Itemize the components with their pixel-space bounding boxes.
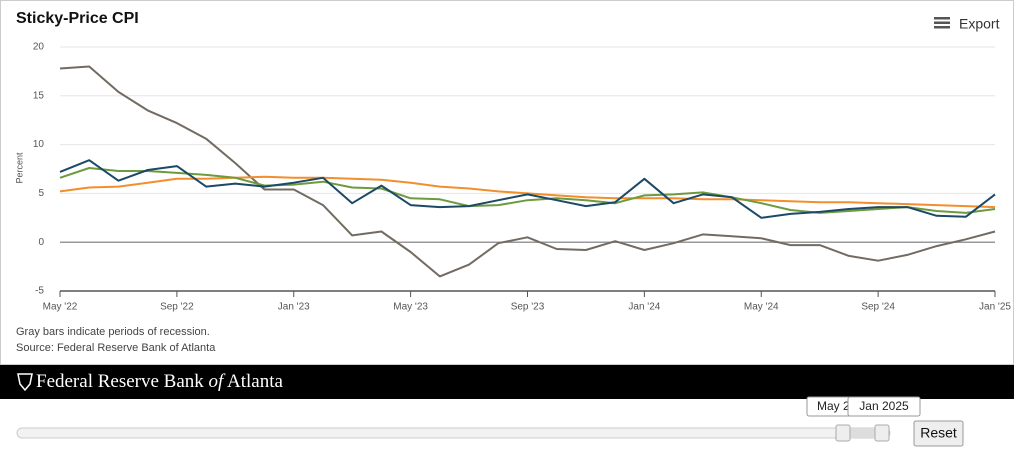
banner-text-part: Atlanta	[227, 371, 283, 392]
series-line	[59, 159, 996, 219]
reset-label[interactable]: Reset	[920, 425, 957, 441]
series-line	[59, 175, 996, 209]
range-handle[interactable]	[835, 424, 851, 442]
note: Source: Federal Reserve Bank of Atlanta	[16, 342, 216, 354]
range-track[interactable]	[16, 427, 891, 439]
menu-icon-bar	[934, 17, 950, 20]
chart-title: Sticky-Price CPI	[16, 10, 139, 27]
x-tick-label: May '22	[43, 302, 78, 313]
y-axis-label: Percent	[14, 152, 24, 184]
banner-text-part: of	[209, 371, 227, 392]
banner	[0, 365, 1014, 399]
x-tick-label: May '24	[744, 302, 779, 313]
menu-icon-bar	[934, 26, 950, 29]
reset-box[interactable]	[913, 420, 964, 447]
menu-icon-bar	[934, 21, 950, 24]
y-tick-label: 20	[33, 42, 45, 53]
plot: -5 0 5 10 15 20 May '22 Sep '22 Jan '23 May '23 Se…	[33, 42, 1012, 313]
x-tick-label: Sep '22	[160, 302, 194, 313]
range-selection	[843, 428, 883, 438]
x-tick-label: Jan '23	[278, 302, 310, 313]
range-handle[interactable]	[874, 424, 890, 442]
x-tick-label: Sep '23	[511, 302, 545, 313]
y-tick-label: 10	[33, 139, 45, 150]
x-tick-label: Jan '25	[979, 302, 1011, 313]
banner-text-part: Federal Reserve Bank	[36, 371, 204, 392]
banner-text: Federal Reserve Bank of Atlanta	[36, 371, 284, 392]
series-line	[59, 65, 996, 278]
export-label[interactable]: Export	[959, 16, 1000, 32]
reset-button[interactable]: Reset	[913, 420, 964, 447]
banner-logo	[17, 373, 33, 392]
series-line	[59, 167, 996, 214]
note: Gray bars indicate periods of recession.	[16, 326, 210, 338]
export-button[interactable]: Export	[934, 16, 1000, 32]
y-tick-label: -5	[35, 286, 44, 297]
y-tick-label: 0	[38, 237, 44, 248]
x-tick-label: May '23	[393, 302, 428, 313]
x-tick-label: Jan '24	[628, 302, 660, 313]
y-tick-label: 15	[33, 90, 45, 101]
range-label: Jan 2025	[859, 399, 909, 413]
y-tick-label: 5	[38, 188, 44, 199]
frame	[0, 0, 1014, 365]
x-tick-label: Sep '24	[861, 302, 895, 313]
range-label-box	[847, 396, 921, 417]
